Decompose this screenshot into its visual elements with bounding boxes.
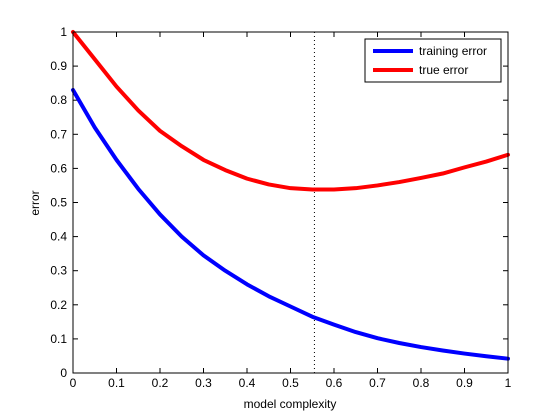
x-tick-label: 0.7	[369, 376, 386, 390]
y-tick-label: 0.4	[50, 230, 67, 244]
x-axis-label: model complexity	[244, 397, 337, 411]
legend-label-training-error: training error	[419, 44, 487, 58]
plot-frame	[72, 31, 509, 374]
series-lines	[71, 30, 510, 361]
x-tick-label: 0.9	[456, 376, 473, 390]
y-tick-label: 0	[60, 366, 67, 380]
y-tick-label: 0.7	[50, 127, 67, 141]
x-tick-label: 0.2	[152, 376, 169, 390]
axis-tick-labels: 0 0.1 0.2 0.3 0.4 0.5 0.6 0.7 0.8 0.9 1 0 0.1 0.2 0.3 0…	[50, 25, 511, 390]
training-error-line	[71, 87, 510, 361]
legend: training error true error	[364, 38, 502, 83]
x-tick-label: 0.3	[195, 376, 212, 390]
y-tick-label: 0.5	[50, 196, 67, 210]
y-tick-label: 0.8	[50, 93, 67, 107]
y-tick-label: 0.3	[50, 264, 67, 278]
x-tick-label: 0.1	[108, 376, 125, 390]
x-tick-label: 1	[505, 376, 512, 390]
y-tick-label: 0.6	[50, 161, 67, 175]
x-tick-label: 0.5	[282, 376, 299, 390]
plot-background	[73, 32, 508, 373]
x-tick-label: 0.8	[413, 376, 430, 390]
x-tick-label: 0.6	[326, 376, 343, 390]
x-tick-label: 0.4	[239, 376, 256, 390]
legend-label-true-error: true error	[419, 63, 468, 77]
y-tick-label: 1	[60, 25, 67, 39]
y-tick-label: 0.9	[50, 59, 67, 73]
true-error-line	[71, 30, 510, 192]
y-axis-label: error	[28, 190, 42, 215]
y-tick-label: 0.2	[50, 298, 67, 312]
y-tick-label: 0.1	[50, 332, 67, 346]
legend-box	[364, 38, 502, 83]
x-tick-label: 0	[70, 376, 77, 390]
